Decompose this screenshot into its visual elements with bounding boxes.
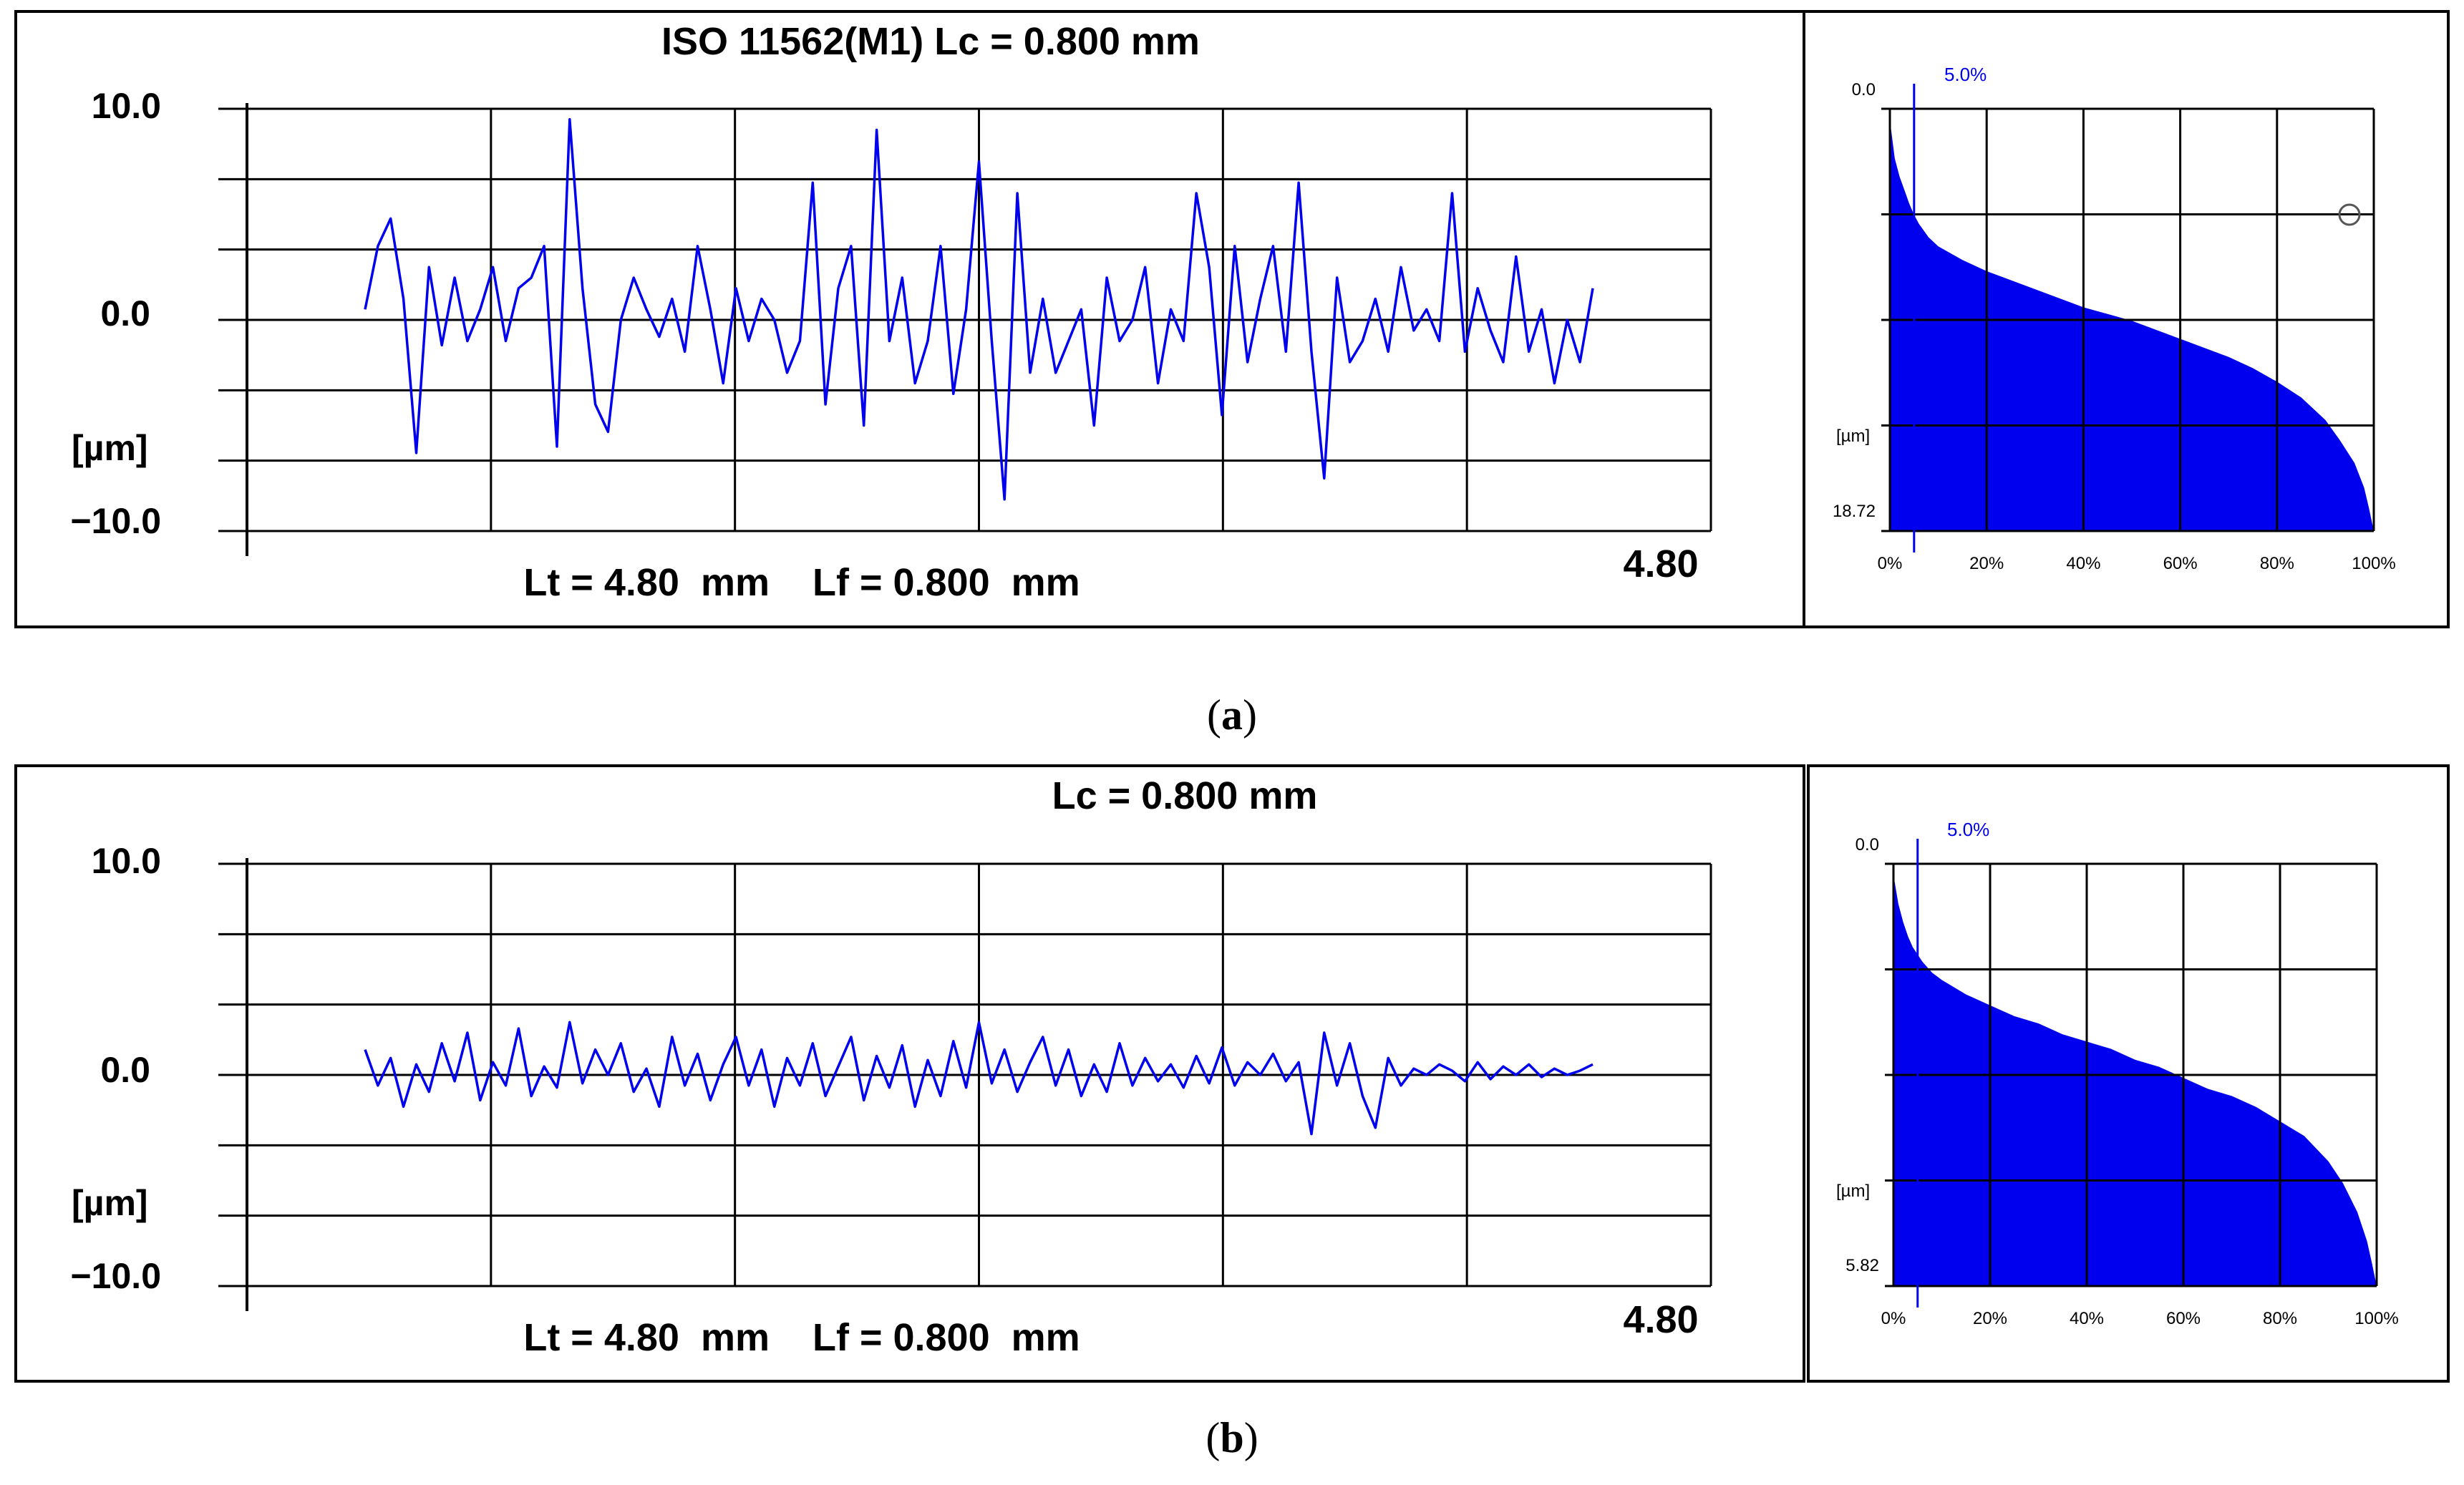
abbott-x-tick-label: 0% [1881,1309,1906,1328]
caption-letter: a [1221,691,1243,739]
caption-close: ) [1243,691,1257,739]
y-tick-label: −10.0 [70,1256,161,1296]
bearing-area [1893,875,2377,1286]
abbott-x-tick-label: 20% [1973,1309,2007,1328]
abbott-top-label: 0.0 [1856,835,1879,855]
profile-line [364,1021,1594,1136]
abbott-x-tick-label: 100% [2354,1309,2398,1328]
y-unit-label: [µm] [72,428,148,468]
abbott-x-tick-label: 60% [2163,554,2198,573]
bearing-area [1890,120,2374,531]
abbott-chart: 0% 20% 40% 60% 80% 100% [1881,839,2399,1328]
abbott-x-tick-label: 100% [2352,554,2395,573]
caption-a: (a) [0,691,2464,740]
abbott-marker-label: 5.0% [1944,64,1987,85]
profile-grid [218,103,1712,556]
caption-letter: b [1220,1414,1244,1461]
panel-a: ISO 11562(M1) Lc = 0.800 mm Lt = 4.80 mm… [14,10,2450,628]
profile-line [364,118,1594,501]
abbott-x-tick-label: 20% [1969,554,2004,573]
abbott-frame [1803,10,2450,628]
y-unit-label: [µm] [72,1183,148,1223]
panel-b: Lc = 0.800 mm Lt = 4.80 mm Lf = 0.800 mm… [14,764,2450,1383]
profile-frame [14,764,1805,1383]
caption-open: ( [1207,691,1221,739]
abbott-x-tick-label: 80% [2260,554,2294,573]
profile-title: ISO 11562(M1) Lc = 0.800 mm [661,20,1200,63]
abbott-bottom-label: 18.72 [1833,502,1876,521]
caption-open: ( [1206,1414,1221,1461]
caption-close: ) [1243,1414,1258,1461]
caption-b: (b) [0,1413,2464,1463]
abbott-bottom-label: 5.82 [1845,1256,1879,1275]
abbott-unit-label: [µm] [1836,1182,1870,1201]
y-tick-label: −10.0 [70,501,161,541]
x-end-label: 4.80 [1623,1298,1698,1341]
abbott-x-tick-label: 40% [2070,1309,2104,1328]
abbott-x-tick-label: 80% [2263,1309,2297,1328]
abbott-unit-label: [µm] [1836,427,1870,446]
abbott-marker-label: 5.0% [1947,819,1989,840]
profile-series [364,1021,1594,1136]
y-tick-label: 10.0 [92,841,161,881]
cursor-circle-icon [2338,203,2361,226]
profile-grid [218,858,1712,1311]
profile-footer: Lt = 4.80 mm Lf = 0.800 mm [523,561,1080,604]
profile-series [364,118,1594,501]
profile-footer: Lt = 4.80 mm Lf = 0.800 mm [523,1316,1080,1359]
y-tick-label: 0.0 [100,293,150,333]
y-tick-label: 0.0 [100,1050,150,1090]
abbott-top-label: 0.0 [1852,80,1876,99]
abbott-x-tick-label: 60% [2166,1309,2201,1328]
abbott-x-tick-label: 40% [2066,554,2100,573]
abbott-frame [1807,764,2450,1383]
abbott-chart: 0% 20% 40% 60% 80% 100% [1878,84,2396,573]
y-tick-label: 10.0 [92,86,161,126]
profile-title: Lc = 0.800 mm [1052,774,1318,817]
abbott-x-tick-label: 0% [1878,554,1903,573]
x-end-label: 4.80 [1623,542,1698,585]
